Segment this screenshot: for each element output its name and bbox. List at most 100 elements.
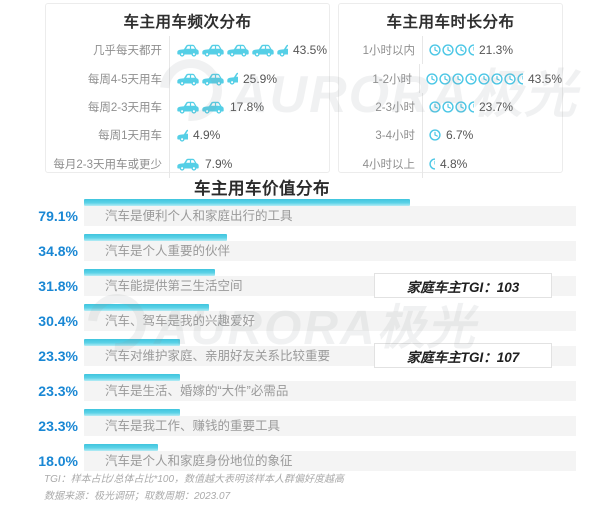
tgi-footnote: TGI：样本占比/总体占比*100，数值越大表明该样本人群偏好度越高 — [44, 474, 345, 485]
car-icon — [176, 43, 200, 57]
category-label: 1小时以内 — [339, 36, 423, 65]
pictogram-icons — [420, 72, 524, 85]
clock-icon — [452, 72, 464, 85]
percent-value: 30.4% — [38, 313, 78, 329]
value-section-title: 车主用车价值分布 — [194, 180, 330, 198]
category-label: 1-2小时 — [339, 64, 420, 93]
pictogram-icons — [423, 44, 475, 56]
frequency-row: 每周2-3天用车 17.8% — [46, 92, 329, 122]
duration-panel: 车主用车时长分布 1小时以内 21.3% 1-2小时 43.5% 2-3小时 23.7% 3… — [338, 3, 563, 178]
duration-row: 3-4小时 6.7% — [339, 121, 562, 150]
percent-value: 23.3% — [38, 418, 78, 434]
clock-icon — [504, 72, 516, 85]
frequency-panel-title: 车主用车频次分布 — [123, 14, 252, 31]
clock-icon — [465, 72, 477, 85]
percent-value: 43.5% — [527, 71, 562, 86]
value-row: 34.8% 汽车是个人重要的伙伴 — [0, 231, 600, 266]
percent-value: 4.8% — [440, 156, 468, 171]
value-row: 79.1% 汽车是便利个人和家庭出行的工具 — [0, 196, 600, 231]
duration-row: 4小时以上 4.8% — [339, 149, 562, 178]
frequency-rows: 几乎每天都开 43.5% 每周4-5天用车 25.9% 每周2-3天用车 17.8% 每周1… — [46, 36, 329, 178]
half-clock-icon — [517, 72, 523, 85]
clock-icon — [426, 72, 438, 85]
half-clock-icon — [468, 101, 474, 113]
clock-icon — [442, 44, 454, 56]
value-row: 30.4% 汽车、驾车是我的兴趣爱好 — [0, 301, 600, 336]
percent-value: 25.9% — [243, 71, 278, 86]
frequency-panel: 车主用车频次分布 几乎每天都开 43.5% 每周4-5天用车 25.9% 每周2-3天用… — [45, 3, 330, 178]
source-footnote: 数据来源：极光调研；取数周期：2023.07 — [44, 491, 231, 502]
half-car-icon — [226, 71, 238, 86]
value-bar — [84, 444, 158, 451]
percent-value: 6.7% — [446, 128, 474, 143]
category-label: 每月2-3天用车或更少 — [46, 149, 170, 178]
category-label: 2-3小时 — [339, 92, 423, 122]
percent-value: 23.3% — [38, 348, 78, 364]
category-label: 几乎每天都开 — [46, 36, 170, 65]
clock-icon — [491, 72, 503, 85]
value-bar — [84, 339, 180, 346]
percent-value: 4.9% — [193, 128, 221, 143]
percent-value: 21.3% — [479, 43, 514, 58]
clock-icon — [439, 72, 451, 85]
car-icon — [201, 43, 225, 57]
duration-row: 1-2小时 43.5% — [339, 64, 562, 93]
percent-value: 23.7% — [479, 99, 514, 114]
car-icon — [201, 72, 225, 86]
car-icon — [176, 100, 200, 114]
clock-icon — [429, 129, 441, 141]
pictogram-icons — [170, 157, 201, 171]
value-row: 23.3% 汽车是我工作、赚钱的重要工具 — [0, 406, 600, 441]
frequency-row: 每周4-5天用车 25.9% — [46, 64, 329, 93]
duration-rows: 1小时以内 21.3% 1-2小时 43.5% 2-3小时 23.7% 3-4小时 6.7% 4… — [339, 36, 562, 178]
pictogram-icons — [170, 100, 226, 114]
category-label: 3-4小时 — [339, 121, 423, 150]
category-label: 4小时以上 — [339, 149, 423, 178]
car-icon — [176, 157, 200, 171]
half-clock-icon — [429, 158, 435, 170]
percent-value: 23.3% — [38, 383, 78, 399]
value-band-label: 汽车是生活、婚嫁的“大件”必需品 — [84, 381, 576, 401]
pictogram-icons — [170, 43, 289, 58]
value-bar — [84, 374, 180, 381]
percent-value: 31.8% — [38, 278, 78, 294]
car-icon — [176, 72, 200, 86]
frequency-row: 每周1天用车 4.9% — [46, 121, 329, 150]
value-bar — [84, 269, 215, 276]
duration-row: 1小时以内 21.3% — [339, 36, 562, 65]
percent-value: 18.0% — [38, 453, 78, 469]
clock-icon — [429, 101, 441, 113]
value-band-label: 汽车是个人和家庭身份地位的象征 — [84, 451, 576, 471]
value-band-label: 汽车是个人重要的伙伴 — [84, 241, 576, 261]
tgi-badge: 家庭车主TGI：107 — [374, 343, 552, 368]
value-row: 23.3% 汽车对维护家庭、亲朋好友关系比较重要 家庭车主TGI：107 — [0, 336, 600, 371]
pictogram-icons — [423, 158, 436, 170]
car-icon — [226, 43, 250, 57]
value-band-label: 汽车、驾车是我的兴趣爱好 — [84, 311, 576, 331]
pictogram-icons — [423, 129, 442, 141]
tgi-badge: 家庭车主TGI：103 — [374, 273, 552, 298]
car-icon — [251, 43, 275, 57]
category-label: 每周1天用车 — [46, 121, 170, 150]
pictogram-icons — [170, 71, 239, 86]
clock-icon — [455, 44, 467, 56]
clock-icon — [455, 101, 467, 113]
frequency-row: 几乎每天都开 43.5% — [46, 36, 329, 65]
duration-panel-title: 车主用车时长分布 — [386, 14, 515, 31]
clock-icon — [442, 101, 454, 113]
clock-icon — [478, 72, 490, 85]
value-bar — [84, 199, 410, 206]
percent-value: 34.8% — [38, 243, 78, 259]
pictogram-icons — [423, 101, 475, 113]
percent-value: 17.8% — [230, 99, 265, 114]
value-bar — [84, 304, 209, 311]
half-car-icon — [276, 43, 288, 58]
value-bar — [84, 234, 227, 241]
percent-value: 7.9% — [205, 156, 233, 171]
percent-value: 79.1% — [38, 208, 78, 224]
value-bar — [84, 409, 180, 416]
percent-value: 43.5% — [293, 43, 328, 58]
value-band-label: 汽车是我工作、赚钱的重要工具 — [84, 416, 576, 436]
value-band-label: 汽车是便利个人和家庭出行的工具 — [84, 206, 576, 226]
